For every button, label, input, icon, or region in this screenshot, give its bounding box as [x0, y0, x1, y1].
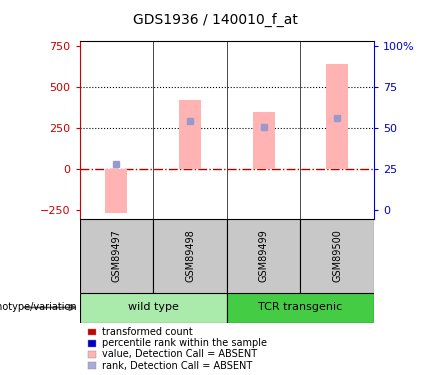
Text: GSM89499: GSM89499	[258, 230, 269, 282]
Bar	[227, 292, 374, 322]
Text: rank, Detection Call = ABSENT: rank, Detection Call = ABSENT	[102, 361, 252, 370]
Bar	[80, 219, 153, 292]
Text: GSM89500: GSM89500	[332, 230, 342, 282]
Text: GDS1936 / 140010_f_at: GDS1936 / 140010_f_at	[132, 13, 298, 27]
Bar	[80, 292, 227, 322]
Text: percentile rank within the sample: percentile rank within the sample	[102, 338, 267, 348]
Text: GSM89497: GSM89497	[111, 230, 121, 282]
Bar	[227, 219, 301, 292]
Bar	[326, 64, 348, 169]
Text: TCR transgenic: TCR transgenic	[258, 303, 343, 312]
Bar	[105, 169, 127, 213]
Bar	[179, 100, 201, 169]
Bar	[252, 111, 275, 169]
Text: wild type: wild type	[128, 303, 178, 312]
Text: genotype/variation: genotype/variation	[0, 303, 77, 312]
Text: GSM89498: GSM89498	[185, 230, 195, 282]
Text: value, Detection Call = ABSENT: value, Detection Call = ABSENT	[102, 350, 258, 359]
Bar	[301, 219, 374, 292]
Text: transformed count: transformed count	[102, 327, 193, 337]
Bar	[153, 219, 227, 292]
